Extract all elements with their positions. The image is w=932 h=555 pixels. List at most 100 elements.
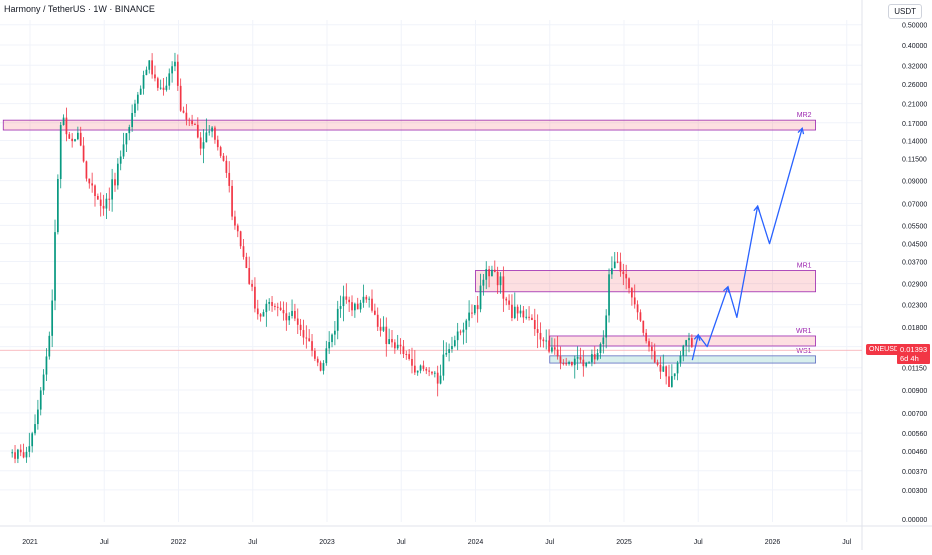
y-tick-label: 0.00700 — [902, 411, 927, 418]
candle-body — [442, 354, 445, 376]
y-tick-label: 0.00300 — [902, 488, 927, 495]
x-tick-label: Jul — [694, 539, 703, 546]
candle-body — [671, 376, 673, 387]
zone-label-mr1: MR1 — [797, 262, 812, 269]
candle-body — [291, 310, 293, 316]
candle-body — [25, 451, 28, 458]
candle-body — [513, 306, 516, 319]
candle-body — [559, 356, 562, 364]
candle-body — [51, 300, 54, 336]
candle-body — [628, 278, 630, 289]
candle-body — [65, 117, 68, 135]
candle-body — [276, 306, 279, 308]
candle-body — [519, 310, 522, 314]
candle-body — [288, 315, 291, 321]
x-tick-label: Jul — [842, 539, 851, 546]
candle-body — [148, 60, 151, 70]
candle-body — [128, 127, 131, 134]
x-tick-label: 2023 — [319, 539, 335, 546]
candle-body — [679, 355, 682, 363]
projection-arrowhead — [693, 333, 701, 341]
candle-body — [668, 376, 670, 387]
candle-body — [99, 199, 102, 206]
candle-body — [476, 305, 479, 310]
candle-body — [228, 172, 231, 186]
candle-body — [265, 303, 268, 313]
candle-body — [539, 332, 542, 340]
candle-body — [376, 314, 379, 327]
candle-body — [216, 139, 219, 148]
last-price-label: 0.01393 6d 4h — [897, 344, 931, 364]
candle-body — [185, 112, 188, 120]
candle-body — [516, 306, 519, 314]
candle-body — [405, 353, 408, 355]
x-tick-label: 2024 — [468, 539, 484, 546]
candle-body — [656, 362, 659, 365]
candle-body — [28, 446, 31, 452]
candle-body — [54, 232, 56, 301]
candle-body — [602, 337, 605, 344]
candle-body — [316, 358, 319, 363]
candle-body — [62, 117, 65, 126]
candle-body — [11, 452, 14, 454]
candle-body — [279, 307, 282, 310]
candle-body — [385, 326, 388, 345]
candle-body — [319, 362, 322, 371]
candle-body — [31, 433, 34, 447]
candle-body — [425, 368, 428, 371]
candle-body — [34, 424, 36, 434]
candle-body — [571, 361, 573, 366]
currency-button[interactable]: USDT — [888, 4, 922, 19]
candle-body — [608, 274, 610, 316]
candle-body — [202, 142, 205, 149]
candle-body — [508, 300, 510, 305]
y-tick-label: 0.00460 — [902, 449, 927, 456]
candle-body — [456, 331, 459, 341]
candle-body — [662, 366, 665, 372]
candle-body — [451, 346, 453, 350]
candle-body — [676, 362, 679, 374]
candle-body — [468, 312, 470, 321]
candle-body — [271, 302, 273, 306]
candle-body — [645, 332, 648, 342]
candle-body — [473, 305, 476, 314]
candle-body — [642, 320, 645, 333]
candle-body — [134, 103, 136, 113]
candle-body — [354, 303, 356, 311]
y-tick-label: 0.01150 — [902, 366, 927, 373]
candle-body — [171, 66, 173, 74]
y-tick-label: 0.11500 — [902, 156, 927, 163]
candle-body — [459, 331, 462, 333]
candle-body — [548, 340, 550, 352]
candle-body — [528, 316, 530, 318]
candle-body — [314, 350, 316, 359]
projection-arrowhead — [797, 127, 805, 135]
candle-body — [673, 373, 676, 377]
candle-body — [573, 358, 576, 366]
candle-body — [262, 312, 265, 317]
candle-body — [251, 283, 253, 287]
x-tick-label: 2021 — [22, 539, 38, 546]
candle-body — [542, 339, 545, 342]
candle-body — [196, 124, 199, 138]
candle-body — [491, 269, 493, 277]
candle-body — [445, 352, 448, 355]
candle-body — [416, 370, 419, 373]
candle-body — [94, 185, 96, 197]
candle-body — [599, 343, 602, 354]
candle-body — [191, 120, 193, 125]
candle-body — [605, 315, 608, 338]
candle-body — [39, 390, 42, 410]
x-tick-label: Jul — [248, 539, 257, 546]
candle-body — [274, 305, 276, 307]
candle-body — [368, 298, 371, 300]
candle-body — [231, 185, 233, 217]
candle-body — [188, 119, 191, 121]
candle-body — [48, 335, 51, 357]
y-tick-label: 0.14000 — [902, 138, 927, 145]
x-tick-label: 2025 — [616, 539, 632, 546]
candle-body — [596, 353, 599, 360]
candle-body — [556, 349, 559, 357]
